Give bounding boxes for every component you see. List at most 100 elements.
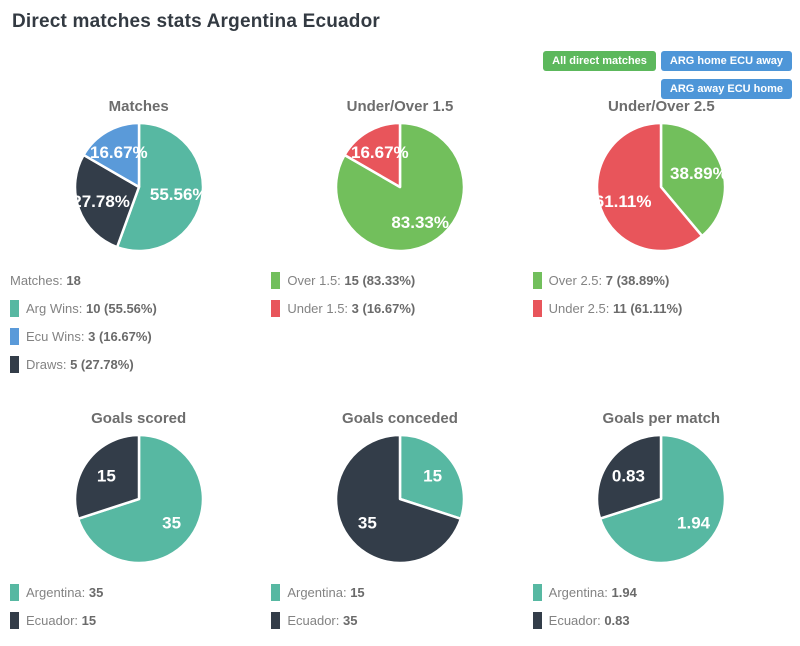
legend-item-argentina-: Argentina: 1.94	[532, 584, 792, 601]
pie-chart-under-over-1-5: 83.33% 16.67%	[334, 121, 466, 253]
legend-swatch	[271, 612, 281, 629]
pie-slice-label-arg-wins: 55.56%	[150, 185, 208, 204]
legend-label: Argentina:	[548, 585, 612, 600]
legend-swatch	[532, 584, 542, 601]
legend-item-ecu-wins-: Ecu Wins: 3 (16.67%)	[10, 328, 269, 345]
chart-legend: Matches: 18 Arg Wins: 10 (55.56%) Ecu Wins…	[8, 272, 269, 373]
pie-slice-label-ecuador: 15	[97, 466, 116, 485]
pie-chart-matches: 55.56% 27.78% 16.67%	[72, 121, 208, 253]
legend-value: 7 (38.89%)	[605, 273, 670, 288]
legend-item-matches-: Matches: 18	[10, 272, 269, 289]
legend-item-ecuador-: Ecuador: 35	[271, 612, 530, 629]
legend-swatch	[532, 300, 542, 317]
pie-slice-ecuador[interactable]	[73, 433, 140, 521]
pie-slice-label-draws: 27.78%	[72, 192, 130, 211]
pie-slice-under-2-5[interactable]	[596, 121, 704, 253]
legend-value: 1.94	[611, 585, 637, 600]
pie-slice-label-ecu-wins: 16.67%	[90, 143, 148, 162]
legend-value: 3 (16.67%)	[88, 329, 152, 344]
legend-label: Ecuador:	[548, 613, 605, 628]
legend-swatch	[532, 272, 542, 289]
legend-swatch	[271, 272, 281, 289]
chart-legend: Over 2.5: 7 (38.89%) Under 2.5: 11 (61.11…	[531, 272, 792, 317]
charts-grid: Matches 55.56% 27.78% 16.67% Matches: 18 Ar…	[0, 98, 800, 640]
legend-label: Over 2.5:	[548, 273, 606, 288]
legend-item-draws-: Draws: 5 (27.78%)	[10, 356, 269, 373]
chart-title: Goals scored	[91, 410, 187, 427]
chart-legend: Argentina: 15 Ecuador: 35	[269, 584, 530, 629]
filter-arg-home-ecu-away-button[interactable]: ARG home ECU away	[660, 51, 792, 71]
pie-slice-over-1-5[interactable]	[334, 121, 466, 253]
legend-label: Argentina:	[287, 585, 351, 600]
filter-row-bottom: ARG away ECU home	[660, 79, 792, 99]
chart-legend: Argentina: 35 Ecuador: 15	[8, 584, 269, 629]
pie-slice-label-argentina: 15	[423, 466, 442, 485]
chart-goals-conceded: Goals conceded 15 35 Argentina: 15 Ecuador…	[269, 410, 530, 640]
chart-legend: Over 1.5: 15 (83.33%) Under 1.5: 3 (16.67…	[269, 272, 530, 317]
pie-slice-under-1-5[interactable]	[343, 121, 402, 189]
pie-slice-argentina[interactable]	[398, 433, 466, 521]
pie-slice-label-under-2-5: 61.11%	[595, 192, 652, 211]
filter-row-top: All direct matches ARG home ECU away	[543, 51, 792, 71]
pie-chart-goals-scored: 35 15	[73, 433, 204, 565]
legend-item-under-2-5-: Under 2.5: 11 (61.11%)	[532, 300, 792, 317]
legend-label: Under 1.5:	[287, 301, 352, 316]
pie-chart-under-over-2-5: 38.89% 61.11%	[595, 121, 728, 253]
pie-slice-argentina[interactable]	[599, 433, 727, 565]
chart-title: Goals per match	[602, 410, 721, 427]
page-title: Direct matches stats Argentina Ecuador	[12, 11, 381, 32]
pie-slice-ecu-wins[interactable]	[81, 121, 140, 189]
legend-value: 10 (55.56%)	[85, 301, 157, 316]
legend-label: Ecu Wins:	[26, 329, 89, 344]
legend-value: 15 (83.33%)	[344, 273, 416, 288]
legend-value: 3 (16.67%)	[351, 301, 416, 316]
legend-label: Argentina:	[26, 585, 89, 600]
pie-slice-ecuador[interactable]	[334, 433, 463, 565]
legend-label: Under 2.5:	[548, 301, 613, 316]
legend-item-arg-wins-: Arg Wins: 10 (55.56%)	[10, 300, 269, 317]
legend-label: Ecuador:	[287, 613, 343, 628]
filter-all-direct-matches-button[interactable]: All direct matches	[543, 51, 656, 71]
legend-item-ecuador-: Ecuador: 0.83	[532, 612, 792, 629]
pie-chart-goals-per-match: 1.94 0.83	[596, 433, 727, 565]
chart-goals-scored: Goals scored 35 15 Argentina: 35 Ecuador: …	[8, 410, 269, 640]
chart-title: Matches	[108, 98, 169, 115]
pie-slice-label-argentina: 35	[162, 514, 181, 533]
legend-value: 11 (61.11%)	[612, 301, 683, 316]
pie-slice-label-under-1-5: 16.67%	[351, 143, 409, 162]
legend-value: 5 (27.78%)	[70, 357, 134, 372]
legend-swatch	[10, 612, 19, 629]
legend-item-argentina-: Argentina: 15	[271, 584, 530, 601]
pie-slice-over-2-5[interactable]	[660, 121, 727, 238]
pie-slice-label-over-2-5: 38.89%	[670, 164, 728, 183]
pie-slice-argentina[interactable]	[76, 433, 204, 565]
legend-value: 18	[66, 273, 81, 288]
legend-label: Arg Wins:	[26, 301, 86, 316]
chart-under-over-1-5: Under/Over 1.5 83.33% 16.67% Over 1.5: 15…	[269, 98, 530, 384]
legend-swatch	[532, 612, 542, 629]
legend-item-under-1-5-: Under 1.5: 3 (16.67%)	[271, 300, 530, 317]
pie-slice-label-ecuador: 0.83	[612, 466, 645, 485]
chart-legend: Argentina: 1.94 Ecuador: 0.83	[531, 584, 792, 629]
legend-item-over-1-5-: Over 1.5: 15 (83.33%)	[271, 272, 530, 289]
legend-item-over-2-5-: Over 2.5: 7 (38.89%)	[532, 272, 792, 289]
legend-swatch	[271, 300, 281, 317]
chart-title: Under/Over 2.5	[607, 98, 715, 115]
filter-arg-away-ecu-home-button[interactable]: ARG away ECU home	[660, 79, 792, 99]
legend-swatch	[10, 328, 19, 345]
legend-value: 35	[342, 613, 358, 628]
filter-buttons: All direct matches ARG home ECU away ARG…	[543, 51, 792, 99]
pie-slice-arg-wins[interactable]	[115, 121, 204, 253]
legend-label: Over 1.5:	[287, 273, 345, 288]
chart-under-over-2-5: Under/Over 2.5 38.89% 61.11% Over 2.5: 7 …	[531, 98, 792, 384]
legend-value: 35	[88, 585, 104, 600]
legend-item-ecuador-: Ecuador: 15	[10, 612, 269, 629]
pie-slice-ecuador[interactable]	[596, 433, 663, 520]
legend-swatch	[271, 584, 281, 601]
legend-label: Draws:	[26, 357, 71, 372]
legend-value: 15	[350, 585, 365, 600]
chart-title: Under/Over 1.5	[346, 98, 454, 115]
legend-label: Matches:	[10, 273, 67, 288]
legend-swatch	[10, 584, 19, 601]
